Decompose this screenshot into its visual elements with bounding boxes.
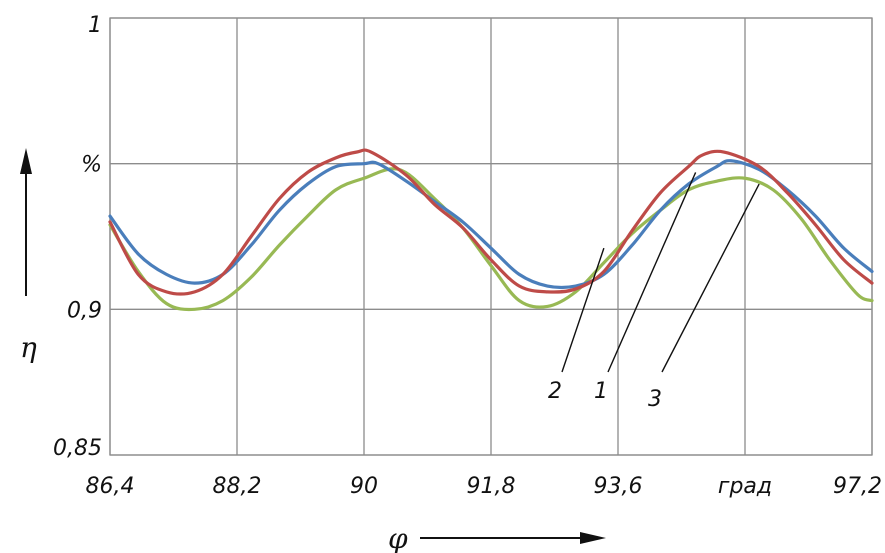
series-layer <box>108 148 874 312</box>
x-axis-label: φ <box>388 522 408 553</box>
callout-label-3: 3 <box>648 387 662 412</box>
x-tick-label: 91,8 <box>467 474 516 499</box>
x-tick-label: 97,2 <box>833 474 882 499</box>
series-2-line <box>108 148 874 296</box>
callout-label-1: 1 <box>594 379 608 404</box>
x-tick-label: град <box>718 474 772 499</box>
y-tick-label: 1 <box>88 13 102 38</box>
series-3-line <box>108 167 874 312</box>
x-tick-label: 90 <box>350 474 378 499</box>
callouts: 2 1 3 <box>548 172 760 412</box>
y-axis-label: η <box>20 331 37 364</box>
x-tick-label: 88,2 <box>213 474 262 499</box>
callout-leader-1 <box>607 172 697 373</box>
callout-label-2: 2 <box>548 379 562 404</box>
grid <box>109 17 873 456</box>
y-axis-arrow-head <box>20 148 32 174</box>
callout-leader-2 <box>561 247 605 373</box>
series-1-line <box>108 159 874 290</box>
y-tick-label: 0,85 <box>53 436 102 461</box>
tick-labels: 86,4 88,2 90 91,8 93,6 град 97,2 0,85 0,9% 1 <box>53 13 882 499</box>
x-axis-arrow-head <box>580 532 606 544</box>
x-tick-label: 93,6 <box>594 474 643 499</box>
y-axis-indicator: η <box>20 148 37 364</box>
x-tick-label: 86,4 <box>86 474 135 499</box>
y-tick-label: % <box>81 153 102 178</box>
callout-leader-3 <box>661 183 760 373</box>
y-tick-label: 0,9 <box>67 298 102 323</box>
x-axis-indicator: φ <box>388 522 606 553</box>
